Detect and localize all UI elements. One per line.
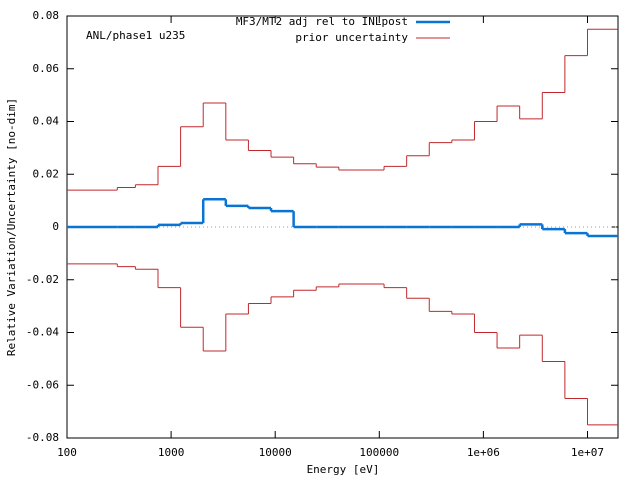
y-tick-label: 0.06 bbox=[33, 62, 60, 75]
legend-label: prior uncertainty bbox=[295, 31, 408, 44]
y-tick-label: -0.08 bbox=[26, 431, 59, 444]
legend-label: MF3/MT2 adj rel to INLpost bbox=[236, 15, 408, 28]
y-tick-label: 0.08 bbox=[33, 9, 60, 22]
y-tick-label: 0 bbox=[52, 220, 59, 233]
y-tick-label: -0.06 bbox=[26, 378, 59, 391]
y-tick-label: -0.04 bbox=[26, 326, 59, 339]
x-tick-label: 1000 bbox=[158, 446, 185, 459]
y-tick-label: -0.02 bbox=[26, 273, 59, 286]
y-tick-label: 0.02 bbox=[33, 167, 60, 180]
x-tick-label: 1e+06 bbox=[467, 446, 500, 459]
x-tick-label: 100 bbox=[57, 446, 77, 459]
y-axis-label: Relative Variation/Uncertainty [no-dim] bbox=[5, 98, 18, 356]
x-tick-label: 100000 bbox=[359, 446, 399, 459]
x-tick-label: 10000 bbox=[259, 446, 292, 459]
y-tick-label: 0.04 bbox=[33, 115, 60, 128]
x-axis-label: Energy [eV] bbox=[307, 463, 380, 476]
annotation: ANL/phase1 u235 bbox=[86, 29, 185, 42]
x-tick-label: 1e+07 bbox=[571, 446, 604, 459]
